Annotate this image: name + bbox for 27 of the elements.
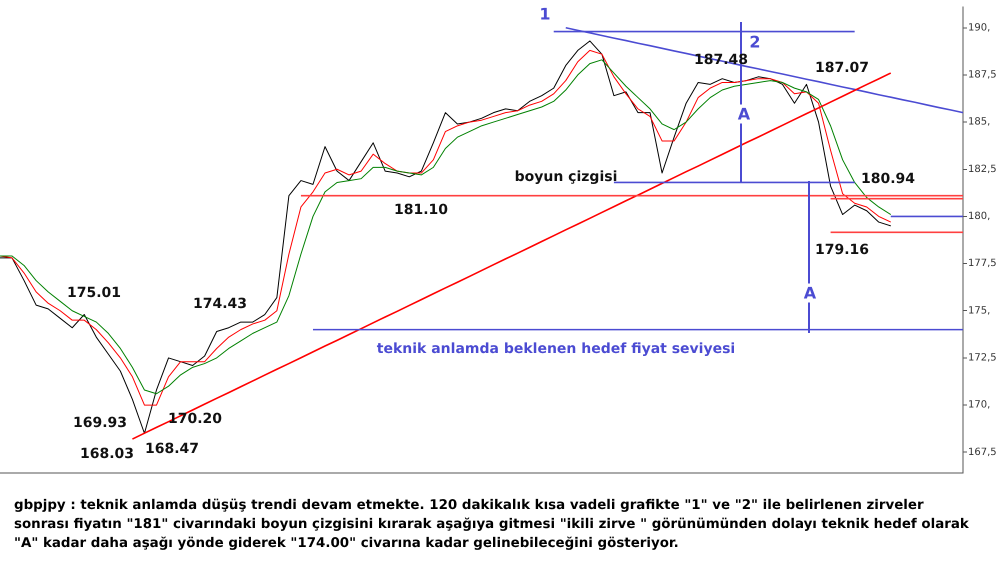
annotation: 175.01 — [66, 285, 122, 301]
y-tick-label: 172,5 — [968, 352, 997, 364]
annotation: 174.43 — [192, 296, 248, 312]
y-tick-label: 185, — [968, 116, 990, 128]
annotation: 168.47 — [144, 441, 200, 457]
annotation: 187.07 — [814, 60, 870, 76]
y-tick-label: 182,5 — [968, 164, 997, 175]
annotation: A — [804, 284, 816, 302]
annotation: 181.10 — [394, 202, 448, 218]
annotation: boyun çizgisi — [514, 169, 618, 185]
text: gbpjpy : teknik anlamda düşüş trendi devam etmekte. 120 dakikalık kısa vadeli grafikte "1" ve "2" ile belirlenen zirveler sonrası fiyatın "181" civarındaki boyun çizgisini kırarak aşağıya gitmesi "ikili zirve " görünümünden dolayı teknik hedef olarak "A" kadar daha aşağı yönde giderek "174.00" civarına kadar gelinebileceğini gösteriyor. — [14, 497, 970, 553]
annotation: 168.03 — [80, 446, 134, 462]
y-tick-label: 167,5 — [968, 446, 997, 458]
annotation: 2 — [749, 32, 761, 52]
annotation: 180.94 — [860, 171, 916, 187]
y-tick-label: 180, — [968, 211, 990, 222]
annotation: 170.20 — [168, 411, 222, 427]
y-tick-label: 175, — [968, 305, 990, 316]
y-tick-label: 170, — [968, 400, 990, 411]
y-tick-label: 190, — [968, 22, 990, 34]
y-tick-label: 177,5 — [968, 258, 997, 270]
y-tick-label: 187,5 — [968, 70, 997, 81]
annotation: 1 — [539, 4, 551, 24]
annotation: A — [738, 104, 750, 124]
annotation: 169.93 — [72, 415, 128, 431]
annotation: teknik anlamda beklenen hedef fiyat seviyesi — [376, 341, 736, 357]
annotation: 179.16 — [814, 242, 870, 258]
